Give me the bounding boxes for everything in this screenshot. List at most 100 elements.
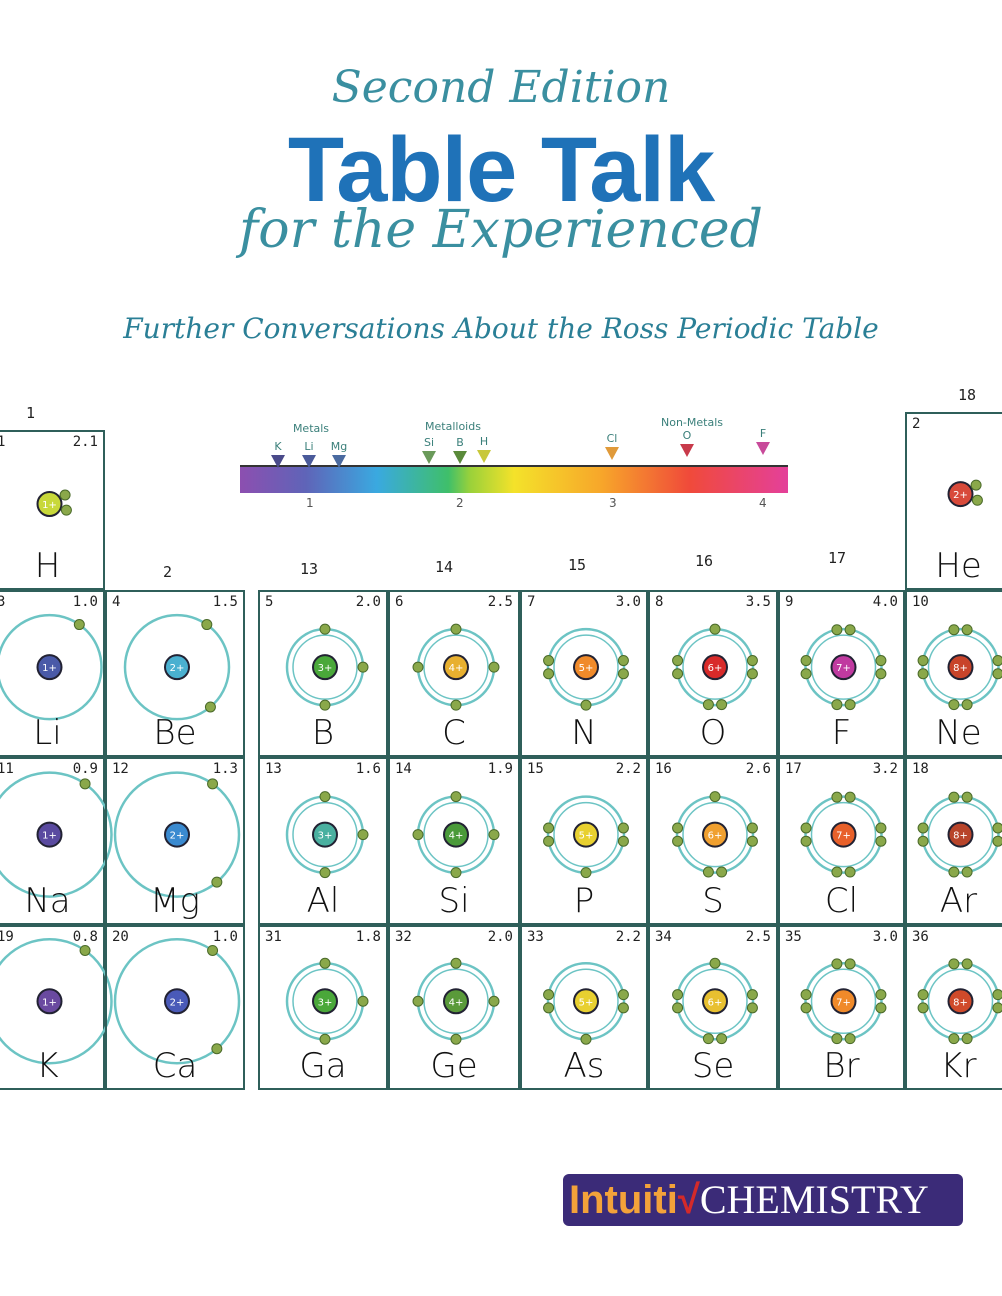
electron [746,668,758,680]
atomic-number: 10 [912,594,929,610]
electron [617,835,629,847]
electronegativity: 3.0 [872,929,898,945]
electron [992,655,1002,667]
electron-shell [810,968,877,1034]
scale-marker-triangle-icon [332,455,346,468]
electron [716,1033,728,1045]
atomic-number: 13 [265,761,282,777]
electronegativity: 2.0 [355,594,381,610]
electron [800,668,812,680]
atom-diagram: 8+ [917,958,1002,1045]
scale-marker-triangle-icon [756,442,770,455]
electron [672,822,684,834]
electron [971,494,983,506]
nucleus [164,821,190,848]
electron [211,876,223,888]
electron [992,835,1002,847]
element-cell-be: 2+ 4 1.5 Be [105,590,245,757]
electronegativity: 2.6 [745,761,771,777]
nucleus [947,481,974,508]
element-symbol: As [563,1046,605,1086]
atom-diagram: 4+ [412,957,500,1045]
element-symbol: Ca [152,1046,198,1086]
nuclear-charge: 3+ [318,997,333,1008]
atomic-number: 36 [912,929,929,945]
atom-diagram: 3+ [285,791,369,879]
element-symbol: H [34,546,61,586]
scale-marker-label: F [759,427,767,440]
electron [357,829,369,841]
electronegativity: 3.0 [615,594,641,610]
element-cell-c: 4+ 6 2.5 C [388,590,520,757]
electron [543,1002,555,1014]
electron [716,699,728,711]
electron [746,835,758,847]
nucleus [36,821,63,848]
atomic-number: 8 [655,594,664,610]
logo-part-2: CHEMISTRY [699,1177,929,1222]
atomic-number: 34 [655,929,672,945]
atomic-number: 15 [527,761,544,777]
atom-diagram: 7+ [800,624,887,711]
electron [319,699,331,711]
electronegativity: 0.8 [72,929,98,945]
electron [617,822,629,834]
atom-diagram: 4+ [412,623,500,711]
electron [746,822,758,834]
element-symbol: Br [823,1046,860,1086]
electron [702,1033,714,1045]
electron-shell [0,938,113,1065]
element-cell-kr: 8+ 36 Kr [905,925,1002,1090]
electron [319,623,331,635]
nucleus [36,654,63,681]
nuclear-charge: 6+ [708,831,723,842]
electron-shell [921,627,1000,707]
electron [831,624,843,636]
element-symbol: Si [438,881,470,921]
atom-diagram: 2+ [113,938,241,1065]
group-number: 2 [163,563,173,581]
element-symbol: Se [691,1046,735,1086]
group-number: 1 [26,404,36,422]
nucleus [312,988,338,1015]
element-symbol: N [571,713,597,753]
element-symbol: Mg [150,881,200,921]
electron [488,995,500,1007]
element-cell-f: 7+ 9 4.0 F [778,590,905,757]
electron [948,699,960,711]
group-number: 15 [568,556,587,574]
scale-marker-label: H [479,435,489,448]
electron-shell [423,968,489,1034]
electron-shell [804,627,883,707]
element-symbol: Na [24,881,71,921]
scale-marker-triangle-icon [453,451,467,464]
electronegativity: 1.3 [212,761,238,777]
electron [948,958,960,970]
atomic-number: 33 [527,929,544,945]
atomic-number: 1 [0,434,6,450]
nuclear-charge: 5+ [579,997,594,1008]
element-cell-ge: 4+ 32 2.0 Ge [388,925,520,1090]
book-subtitle: for the Experienced [239,200,763,260]
nucleus [164,654,190,681]
electron [201,619,213,631]
nuclear-charge: 4+ [449,997,464,1008]
electron-shell [553,801,619,868]
nuclear-charge: 2+ [170,997,185,1008]
electronegativity: 0.9 [72,761,98,777]
scale-marker-triangle-icon [680,444,694,457]
element-cell-b: 3+ 5 2.0 B [258,590,388,757]
nuclear-charge: 5+ [579,663,594,674]
electron [800,835,812,847]
scale-tick-label: 1 [306,496,314,510]
electron-shell [927,634,994,700]
atomic-number: 9 [785,594,794,610]
electronegativity: 2.2 [615,761,641,777]
electron [207,944,219,956]
atomic-number: 31 [265,929,282,945]
nuclear-charge: 6+ [708,663,723,674]
electron [412,829,424,841]
electronegativity: 2.5 [745,929,771,945]
nuclear-charge: 7+ [836,997,851,1008]
atom-diagram: 5+ [543,627,629,711]
